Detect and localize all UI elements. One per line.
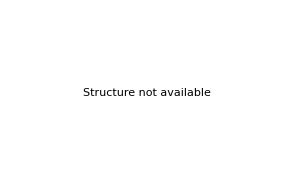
- Text: Structure not available: Structure not available: [83, 88, 211, 98]
